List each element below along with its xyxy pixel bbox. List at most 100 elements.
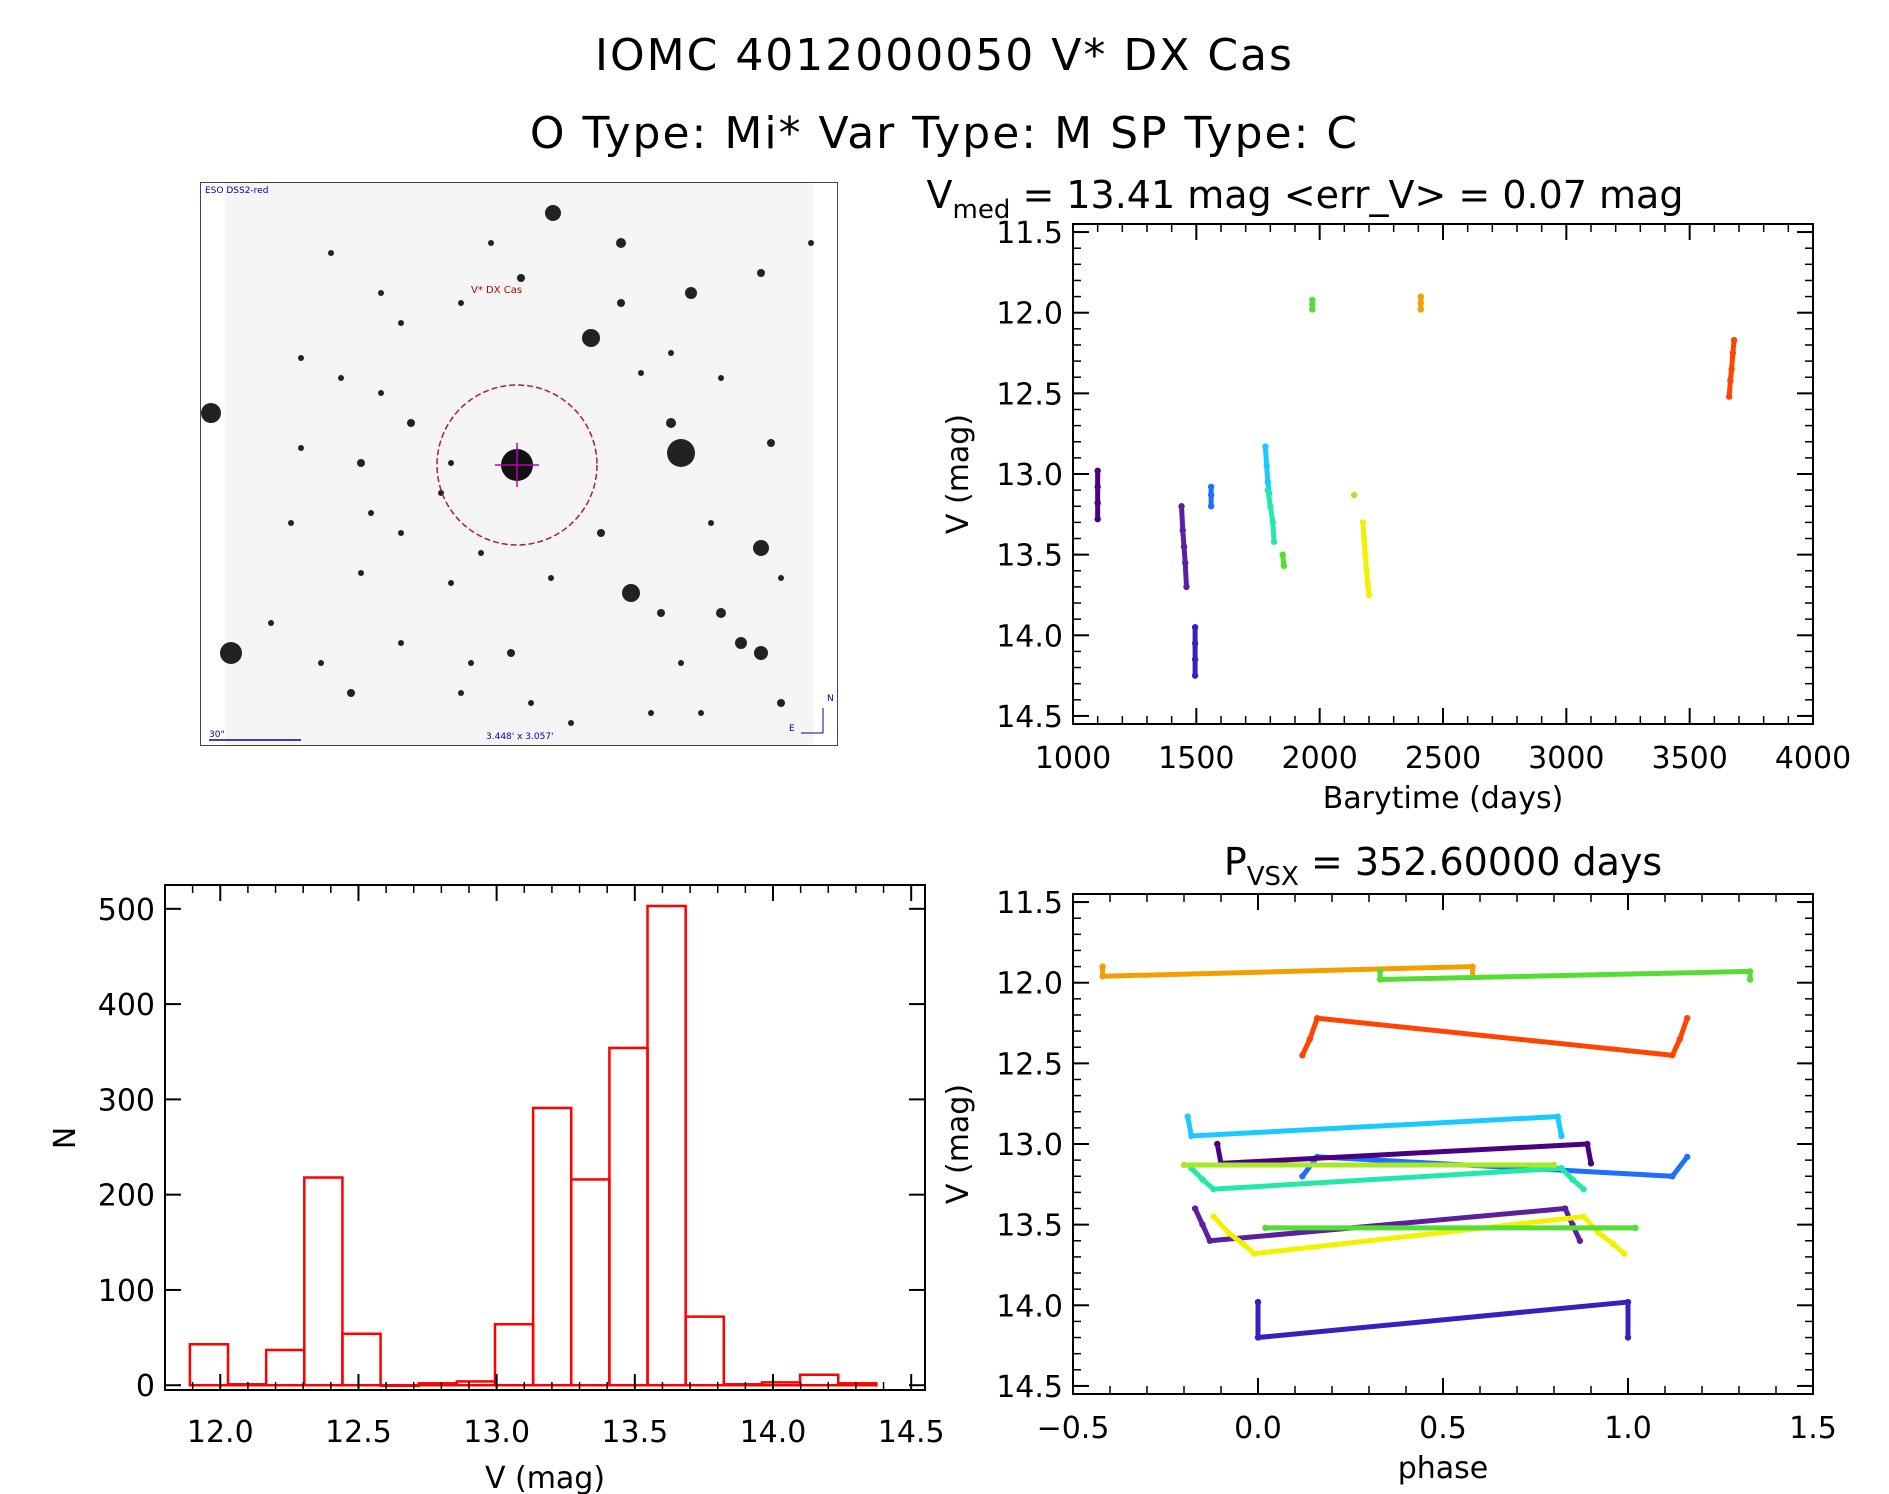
field-star (288, 520, 294, 526)
histogram-bar (493, 1323, 535, 1387)
histogram-bar (226, 1383, 268, 1387)
histogram-panel: 12.0 12.5 13.0 13.5 14.0 14.5 0 100 200 300 400 50… (48, 884, 945, 1494)
field-stars (201, 205, 814, 726)
field-star (767, 439, 775, 447)
histogram-bar (836, 1382, 878, 1387)
lightcurve-title-suffix: = 13.41 mag <err_V> = 0.07 mag (1010, 173, 1683, 217)
field-star (298, 445, 304, 451)
phased-title-subscript: VSX (1247, 862, 1299, 892)
y-tick-label: 14.5 (996, 1370, 1063, 1405)
y-tick-label: 12.5 (996, 377, 1063, 412)
y-tick-label: 400 (98, 988, 155, 1023)
data-streak (1179, 503, 1186, 533)
data-streak (1262, 444, 1270, 469)
phased-title: PVSX = 352.60000 days (1224, 840, 1662, 892)
histogram-frame (164, 884, 926, 1391)
field-star (448, 460, 454, 466)
histogram-bar (417, 1382, 459, 1387)
scale-label: 30" (209, 730, 225, 740)
phased-ylabel: V (mag) (941, 1084, 976, 1204)
lightcurve-title: Vmed = 13.41 mag <err_V> = 0.07 mag (927, 173, 1684, 225)
data-streak (1255, 1299, 1631, 1341)
data-streak (1299, 1036, 1313, 1058)
histogram-bar (722, 1383, 764, 1387)
field-star (668, 350, 674, 356)
phased-xlabel: phase (1398, 1451, 1489, 1486)
data-streak (1570, 1176, 1587, 1192)
field-star (298, 355, 304, 361)
field-star (778, 575, 784, 581)
field-star (517, 274, 525, 282)
field-star (657, 609, 665, 617)
right-border (813, 183, 837, 745)
field-star (398, 530, 404, 536)
field-star (398, 320, 404, 326)
data-streak (1207, 1206, 1568, 1244)
y-tick-label: 12.5 (996, 1047, 1063, 1082)
finder-chart-svg: ESO DSS2-red V* DX Cas 30" 3.448' x 3.05… (201, 183, 837, 745)
data-streak (1225, 1230, 1246, 1247)
field-star (622, 584, 640, 602)
field-star (407, 419, 415, 427)
data-streak (1729, 350, 1736, 372)
x-tick-label: 1.5 (1789, 1411, 1837, 1446)
lightcurve-points (1094, 293, 1738, 679)
data-streak (1182, 560, 1189, 590)
data-streak (1669, 1154, 1690, 1179)
y-tick-label: 200 (98, 1179, 155, 1214)
histogram-y-ticks: 0 100 200 300 400 500 (98, 893, 925, 1404)
data-streak (1267, 503, 1276, 525)
field-star (357, 459, 365, 467)
y-tick-label: 12.0 (996, 967, 1063, 1002)
data-streak (1377, 968, 1753, 982)
x-tick-label: 13.0 (463, 1415, 530, 1450)
y-tick-label: 12.0 (996, 297, 1063, 332)
data-streak (1100, 964, 1476, 979)
field-star (808, 240, 814, 246)
x-tick-label: 1000 (1035, 741, 1111, 776)
target-aperture-circle (436, 384, 598, 546)
field-star (528, 700, 534, 706)
histogram-bar (264, 1348, 306, 1387)
data-streak (1307, 1015, 1320, 1042)
x-tick-label: −0.5 (1037, 1411, 1110, 1446)
field-star (398, 640, 404, 646)
x-tick-label: 2500 (1405, 741, 1481, 776)
field-star (368, 510, 374, 516)
histogram-ylabel: N (48, 1127, 83, 1149)
field-star (698, 710, 704, 716)
field-star (268, 620, 274, 626)
lightcurve-ylabel: V (mag) (941, 414, 976, 534)
field-star (757, 269, 765, 277)
data-streak (1264, 463, 1271, 485)
data-streak (1200, 1222, 1213, 1244)
y-tick-label: 14.0 (996, 619, 1063, 654)
field-star (777, 699, 785, 707)
data-streak (1365, 581, 1372, 598)
histogram-bar (570, 1178, 611, 1387)
lightcurve-title-subscript: med (953, 195, 1011, 225)
histogram-bar (303, 1176, 344, 1387)
data-streak (1558, 1165, 1575, 1182)
x-tick-label: 12.5 (325, 1415, 392, 1450)
field-star (617, 299, 625, 307)
y-tick-label: 500 (98, 893, 155, 928)
y-tick-label: 0 (136, 1369, 155, 1404)
lightcurve-x-ticks: 1000 1500 2000 2500 3000 3500 4000 (1035, 224, 1851, 776)
field-star (568, 720, 574, 726)
field-star (378, 390, 384, 396)
lightcurve-frame (1072, 223, 1814, 725)
x-tick-label: 0.5 (1419, 1411, 1467, 1446)
histogram-bar (188, 1343, 230, 1387)
field-star (201, 403, 221, 423)
y-tick-label: 11.5 (996, 216, 1063, 251)
field-star (716, 608, 726, 618)
data-streak (1361, 536, 1368, 558)
x-tick-label: 0.0 (1234, 1411, 1282, 1446)
histogram-bar (608, 1046, 649, 1387)
data-point (1351, 491, 1358, 499)
field-star (545, 205, 561, 221)
x-tick-label: 1500 (1158, 741, 1234, 776)
data-streak (1180, 527, 1187, 550)
data-streak (1270, 519, 1277, 545)
